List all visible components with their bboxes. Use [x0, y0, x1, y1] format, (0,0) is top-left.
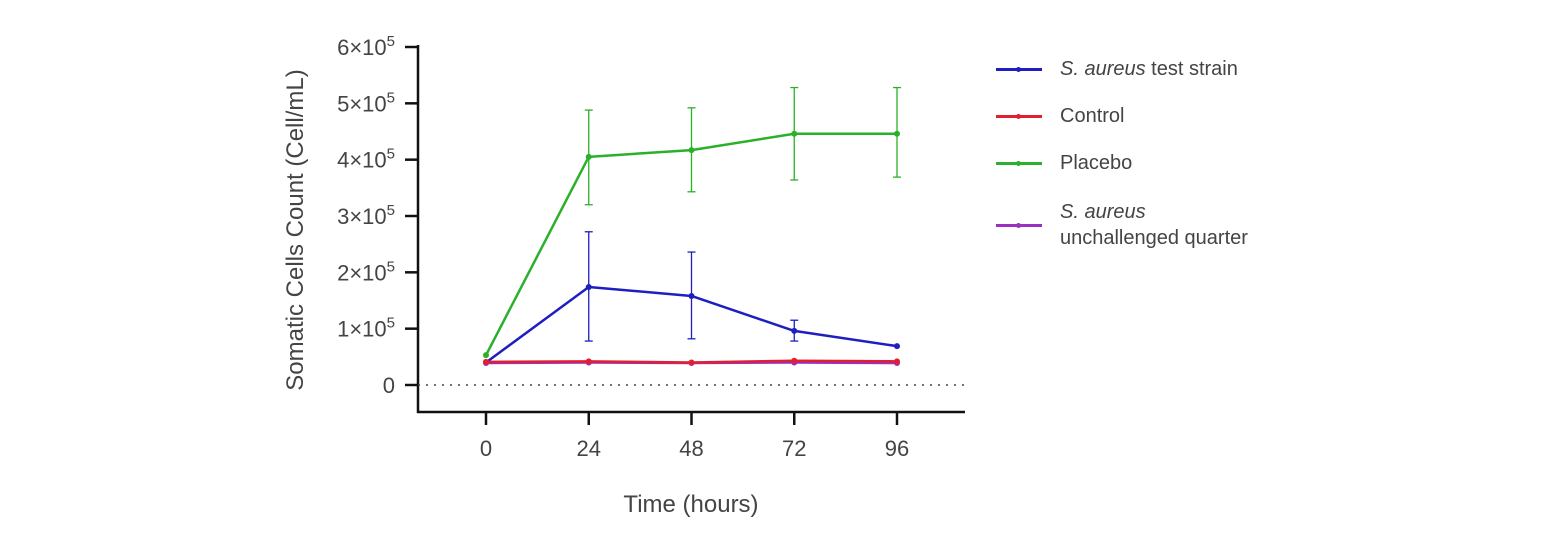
y-tick-label: 4×105 [337, 146, 395, 173]
data-point [791, 130, 798, 137]
data-point [483, 352, 489, 359]
x-tick-label: 48 [679, 436, 703, 461]
legend-swatch [996, 161, 1042, 166]
data-point [791, 357, 798, 364]
legend-label: S. aureus test strain [1060, 58, 1238, 80]
data-point [585, 153, 592, 160]
legend: S. aureus test strain Control Placebo S.… [996, 58, 1248, 275]
data-point [585, 358, 592, 365]
y-tick-exponent: 5 [387, 258, 395, 275]
data-point [688, 292, 695, 299]
legend-swatch [996, 222, 1042, 228]
legend-item-unchallenged-quarter: S. aureus unchallenged quarter [996, 199, 1248, 251]
y-tick-exponent: 5 [387, 146, 395, 163]
y-tick-label: 0 [383, 373, 395, 398]
y-tick-exponent: 5 [387, 33, 395, 50]
data-point [894, 130, 900, 137]
y-tick-label: 5×105 [337, 89, 395, 116]
legend-label: Control [1060, 105, 1125, 127]
x-tick-label: 72 [782, 436, 806, 461]
x-axis-title: Time (hours) [623, 491, 758, 518]
legend-label: S. aureus unchallenged quarter [1060, 201, 1248, 249]
legend-swatch [996, 114, 1042, 119]
legend-label: Placebo [1060, 152, 1133, 174]
data-point [894, 343, 900, 350]
x-tick-label: 96 [885, 436, 909, 461]
y-tick-label: 6×105 [337, 33, 395, 60]
x-tick-label: 0 [480, 436, 492, 461]
y-tick-label: 3×105 [337, 202, 395, 229]
x-tick-label: 24 [577, 436, 601, 461]
legend-swatch [996, 67, 1042, 72]
y-tick-exponent: 5 [387, 315, 395, 332]
data-point [585, 283, 592, 290]
data-point [688, 359, 695, 366]
data-point [894, 358, 900, 365]
y-tick-exponent: 5 [387, 89, 395, 106]
data-point [483, 358, 489, 365]
data-point [791, 327, 798, 334]
y-axis-title: Somatic Cells Count (Cell/mL) [282, 69, 309, 390]
data-point [688, 147, 695, 154]
legend-item-placebo: Placebo [996, 152, 1248, 175]
y-tick-exponent: 5 [387, 202, 395, 219]
legend-item-control: Control [996, 105, 1248, 128]
y-tick-label: 1×105 [337, 315, 395, 342]
y-tick-label: 2×105 [337, 258, 395, 285]
legend-item-s-aureus-test-strain: S. aureus test strain [996, 58, 1248, 81]
